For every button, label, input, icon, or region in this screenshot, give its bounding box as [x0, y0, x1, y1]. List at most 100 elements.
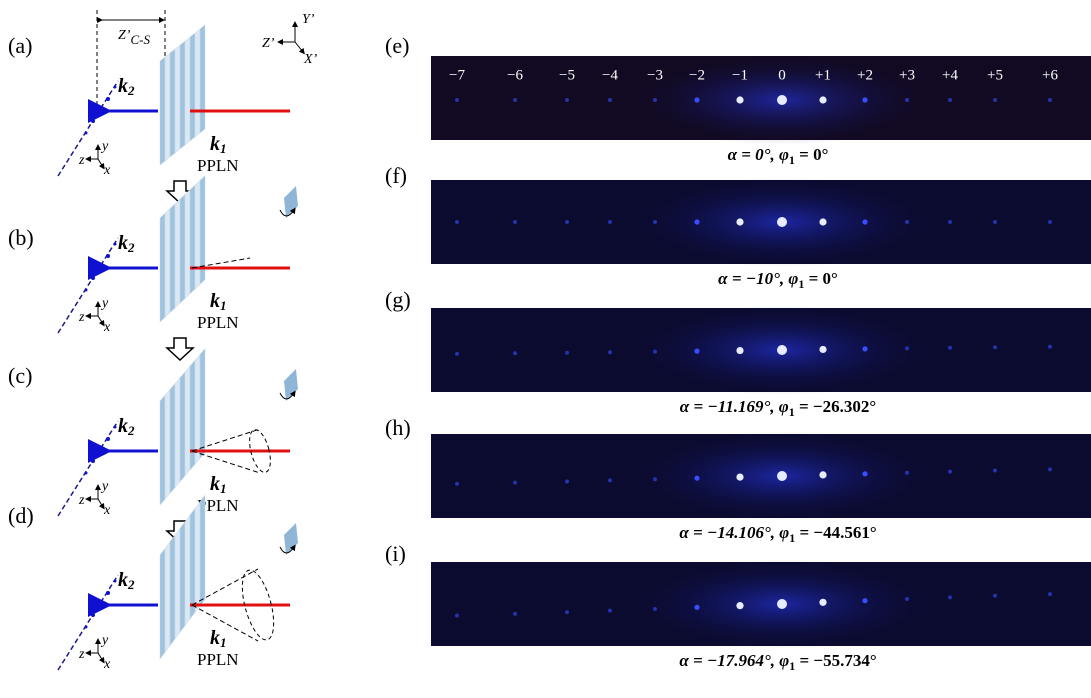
spot — [993, 345, 997, 350]
crystal-slab — [164, 208, 171, 318]
cone-base — [241, 569, 275, 641]
spot — [455, 220, 459, 224]
crystal-label: PPLN — [197, 496, 239, 515]
text-part: k — [210, 473, 220, 495]
axis-label: x — [103, 163, 111, 178]
crystal-slab — [174, 377, 181, 489]
text-part: 2 — [127, 83, 135, 98]
crystal-label: PPLN — [197, 313, 239, 332]
panel-label: (a) — [8, 33, 32, 58]
panel-label: (c) — [8, 363, 32, 388]
spot — [819, 96, 827, 104]
order-label: 0 — [778, 67, 786, 83]
panel-label: (g) — [385, 287, 411, 312]
panel-label: (i) — [385, 541, 406, 566]
caption: α = 0°, φ1 = 0° — [728, 145, 829, 167]
axis-label: Z’ — [262, 36, 275, 51]
text-part: 1 — [789, 659, 795, 673]
spot — [948, 345, 952, 350]
text-part: 1 — [220, 141, 227, 156]
crystal-slab — [199, 24, 206, 134]
crystal-slab — [169, 48, 176, 158]
k1-label: k1 — [210, 473, 227, 496]
spot — [777, 345, 787, 355]
spot — [91, 276, 95, 280]
text-part: k — [118, 75, 128, 97]
spot — [1048, 467, 1052, 472]
step-arrow — [165, 337, 195, 362]
k2-label: k2 — [118, 415, 135, 438]
rotation-icon — [284, 523, 298, 555]
text-part: 2 — [127, 577, 135, 592]
k1-label: k1 — [210, 133, 227, 156]
spot — [862, 97, 868, 103]
crystal-slab — [199, 494, 206, 607]
spot — [455, 481, 459, 486]
crystal-slab — [189, 507, 196, 620]
order-label: −6 — [507, 67, 523, 83]
panel-label: (f) — [385, 163, 407, 188]
crystal-label: PPLN — [197, 156, 239, 175]
spot — [565, 220, 569, 224]
spot — [862, 598, 868, 604]
crystal-slab — [189, 184, 196, 295]
spot — [608, 98, 612, 102]
spot — [608, 350, 612, 355]
spot — [97, 602, 103, 608]
crystal-slab — [179, 371, 186, 483]
k2-label: k2 — [118, 232, 135, 255]
text-part: k — [210, 290, 220, 312]
spot — [1048, 344, 1052, 349]
output-line — [57, 80, 119, 177]
spot — [1048, 220, 1052, 224]
spot — [819, 598, 827, 606]
axis-label: y — [100, 139, 109, 154]
caption: α = −10°, φ1 = 0° — [718, 269, 838, 291]
axis-label: z — [78, 493, 85, 508]
spot — [113, 85, 117, 89]
spot — [993, 593, 997, 598]
panel-label: (d) — [8, 503, 34, 528]
spot — [106, 254, 110, 258]
crystal — [159, 494, 206, 660]
cone — [191, 428, 261, 474]
spot — [84, 131, 88, 135]
spot — [736, 96, 744, 104]
axis-label: z — [78, 153, 85, 168]
order-label: −5 — [559, 67, 575, 83]
caption: α = −14.106°, φ1 = −44.561° — [679, 523, 876, 545]
text-part: α = −10°, φ — [718, 269, 798, 288]
output-line — [57, 574, 119, 671]
spot — [777, 471, 787, 481]
crystal — [159, 348, 206, 506]
caption: α = −11.169°, φ1 = −26.302° — [680, 397, 876, 419]
order-label: +4 — [942, 67, 958, 83]
crystal-slab — [194, 501, 201, 614]
axis-arrow — [97, 498, 105, 510]
order-label: −2 — [689, 67, 705, 83]
spot — [91, 119, 95, 123]
order-label: +6 — [1042, 67, 1058, 83]
spot — [993, 468, 997, 473]
panel-label: (h) — [385, 415, 411, 440]
spot — [819, 218, 827, 226]
spot — [736, 473, 744, 481]
text-part: 1 — [220, 481, 227, 496]
crystal-slab — [174, 198, 181, 309]
spot — [513, 480, 517, 485]
text-part: 2 — [127, 423, 135, 438]
spot — [513, 220, 517, 224]
axis-arrow — [97, 652, 105, 664]
text-part: 1 — [220, 635, 227, 650]
spot — [905, 470, 909, 475]
rotation-arrow — [279, 544, 296, 554]
spot — [948, 220, 952, 224]
crystal-slab — [184, 189, 191, 300]
spot — [1048, 592, 1052, 597]
panel-label: (b) — [8, 225, 34, 250]
crystal-slab — [179, 40, 186, 150]
spot — [84, 288, 88, 292]
output-line — [57, 420, 119, 517]
text-part: 1 — [789, 531, 795, 545]
